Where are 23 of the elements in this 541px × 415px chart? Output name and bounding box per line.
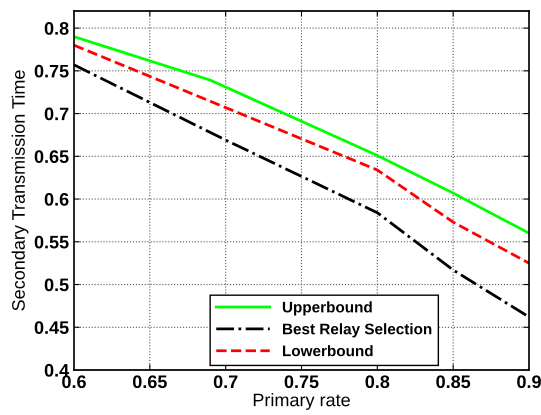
y-tick-label: 0.75 xyxy=(34,64,69,78)
legend-label: Lowerbound xyxy=(282,345,373,356)
x-tick-label: 0.7 xyxy=(214,375,238,388)
y-tick-label: 0.7 xyxy=(44,108,68,120)
x-tick-label: 0.9 xyxy=(517,375,541,388)
x-tick-label: 0.8 xyxy=(366,375,390,388)
y-tick-label: 0.4 xyxy=(44,364,70,377)
legend-label: Best Relay Selection xyxy=(282,323,432,338)
y-axis-title: Secondary Transmission Time xyxy=(12,70,28,311)
y-tick-label: 0.55 xyxy=(34,236,69,249)
x-tick-label: 0.75 xyxy=(284,375,319,388)
x-tick-label: 0.65 xyxy=(132,375,167,388)
y-tick-label: 0.65 xyxy=(34,150,69,164)
line-series xyxy=(74,44,529,265)
x-axis-title: Primary rate xyxy=(254,393,350,410)
x-tick-label: 0.6 xyxy=(62,375,86,388)
legend-label: Upperbound xyxy=(282,301,372,316)
y-tick-label: 0.5 xyxy=(44,278,69,292)
x-tick-label: 0.85 xyxy=(436,375,470,388)
y-tick-label: 0.8 xyxy=(44,22,69,35)
line-series xyxy=(74,35,529,235)
y-tick-label: 0.45 xyxy=(34,321,69,334)
y-tick-label: 0.6 xyxy=(44,192,68,206)
